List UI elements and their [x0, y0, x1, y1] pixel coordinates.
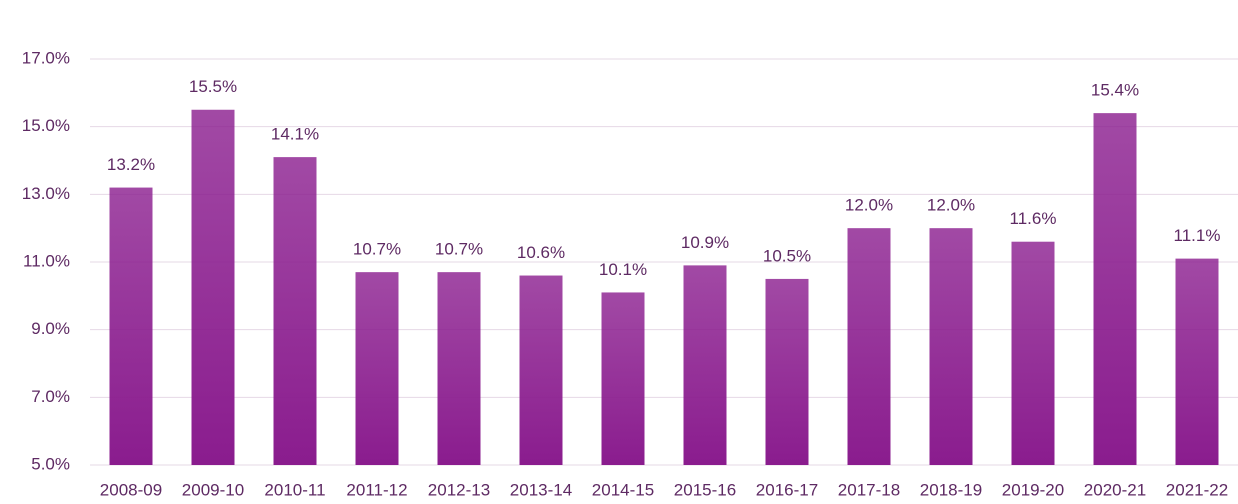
bar — [273, 157, 317, 465]
x-tick-label: 2014-15 — [592, 480, 654, 499]
bar — [683, 265, 727, 465]
bar — [437, 272, 481, 465]
x-tick-label: 2008-09 — [100, 480, 162, 499]
bar — [765, 278, 809, 465]
value-label: 10.7% — [353, 240, 401, 259]
x-tick-label: 2016-17 — [756, 480, 818, 499]
value-label: 15.5% — [189, 77, 237, 96]
bar — [1175, 258, 1219, 465]
y-tick-label: 11.0% — [23, 251, 70, 270]
value-label: 11.1% — [1174, 226, 1221, 245]
x-tick-label: 2021-22 — [1166, 480, 1228, 499]
bar — [519, 275, 563, 465]
y-tick-label: 13.0% — [22, 184, 70, 203]
bar — [847, 228, 891, 465]
x-tick-label: 2012-13 — [428, 480, 490, 499]
y-tick-label: 7.0% — [31, 387, 70, 406]
value-label: 10.9% — [681, 233, 729, 252]
bar — [1011, 241, 1055, 465]
x-tick-label: 2017-18 — [838, 480, 900, 499]
value-label: 12.0% — [927, 196, 975, 215]
bar — [929, 228, 973, 465]
value-label: 10.7% — [435, 240, 483, 259]
y-tick-label: 17.0% — [22, 48, 70, 67]
bar — [109, 187, 153, 466]
value-label: 10.1% — [599, 260, 647, 279]
value-label: 15.4% — [1091, 81, 1139, 100]
value-label: 10.5% — [763, 246, 811, 265]
x-tick-label: 2020-21 — [1084, 480, 1146, 499]
bar — [1093, 113, 1137, 465]
value-label: 13.2% — [107, 155, 155, 174]
x-tick-label: 2011-12 — [346, 480, 407, 499]
y-tick-label: 15.0% — [22, 116, 70, 135]
value-label: 12.0% — [845, 196, 893, 215]
bar — [601, 292, 645, 465]
x-tick-label: 2015-16 — [674, 480, 736, 499]
x-tick-label: 2009-10 — [182, 480, 244, 499]
x-tick-label: 2013-14 — [510, 480, 572, 499]
value-label: 14.1% — [271, 125, 319, 144]
y-tick-label: 9.0% — [31, 319, 70, 338]
y-tick-label: 5.0% — [31, 454, 70, 473]
x-tick-label: 2019-20 — [1002, 480, 1064, 499]
x-tick-label: 2010-11 — [264, 480, 325, 499]
x-tick-label: 2018-19 — [920, 480, 982, 499]
bar — [191, 109, 235, 465]
value-label: 11.6% — [1010, 209, 1057, 228]
value-label: 10.6% — [517, 243, 565, 262]
bar — [355, 272, 399, 465]
